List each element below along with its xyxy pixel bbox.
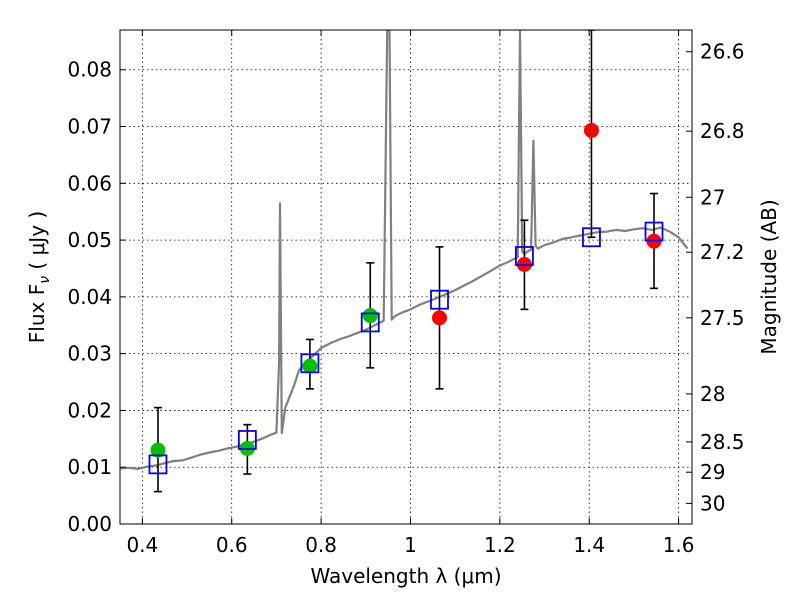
y-tick-label: 0.04 [67,285,112,309]
plot-frame [119,29,693,525]
svg-text:Flux Fν ( μJy ): Flux Fν ( μJy ) [25,211,53,343]
data-point-square [430,289,449,310]
y2-tick-label: 26.6 [700,40,745,64]
data-point-square [237,430,257,450]
data-point-square [148,454,168,475]
data-point-circle [362,308,378,324]
x-tick-label: 1 [404,533,417,557]
y2-tick-label: 28 [700,382,725,406]
y-tick-label: 0.01 [67,455,112,479]
data-point-circle [583,123,599,139]
ticks [120,30,692,525]
series-layer [120,30,689,493]
x-tick-label: 1.6 [663,533,695,557]
y-tick-label: 0.08 [67,58,112,82]
data-point-square [300,353,320,374]
data-point-square [360,312,380,333]
data-point-circle [302,358,318,374]
y-tick-label: 0.06 [67,171,112,195]
y2-tick-label: 28.5 [700,430,745,454]
y2-tick-label: 27.2 [700,240,745,264]
data-point-square [644,221,664,242]
data-point-square [515,246,534,266]
y-axis-title-unit: ( μJy ) [25,211,49,276]
y-tick-label: 0.02 [67,398,112,422]
y2-tick-label: 30 [700,491,725,515]
y2-axis-title: Magnitude (AB) [757,199,781,354]
y-tick-label: 0.05 [67,228,112,252]
y-axis-title-main: Flux F [25,284,49,343]
x-tick-label: 1.4 [573,533,605,557]
x-tick-label: 0.6 [216,533,248,557]
y2-tick-label: 26.8 [700,119,745,143]
x-axis-title: Wavelength λ (μm) [310,564,501,588]
y-tick-label: 0.03 [67,342,112,366]
data-point-circle [432,310,448,326]
x-tick-label: 0.4 [126,533,158,557]
tick-labels: 0.4 0.6 0.8 1 1.2 1.4 1.6 0.00 0.01 0.02 0.03 0.04 0… [67,40,744,557]
y-tick-label: 0.00 [67,512,112,536]
data-point-circle [150,442,166,458]
data-point-square [582,227,601,248]
y2-tick-label: 27 [700,185,725,209]
y2-tick-label: 29 [700,460,725,484]
plot-area [120,30,692,524]
x-tick-label: 0.8 [305,533,337,557]
y-tick-label: 0.07 [67,115,112,139]
y2-tick-label: 27.5 [700,306,745,330]
y-axis-title-sub: ν [37,276,53,284]
x-tick-label: 1.2 [484,533,516,557]
y-axis-title: Flux Fν ( μJy ) [25,211,53,343]
